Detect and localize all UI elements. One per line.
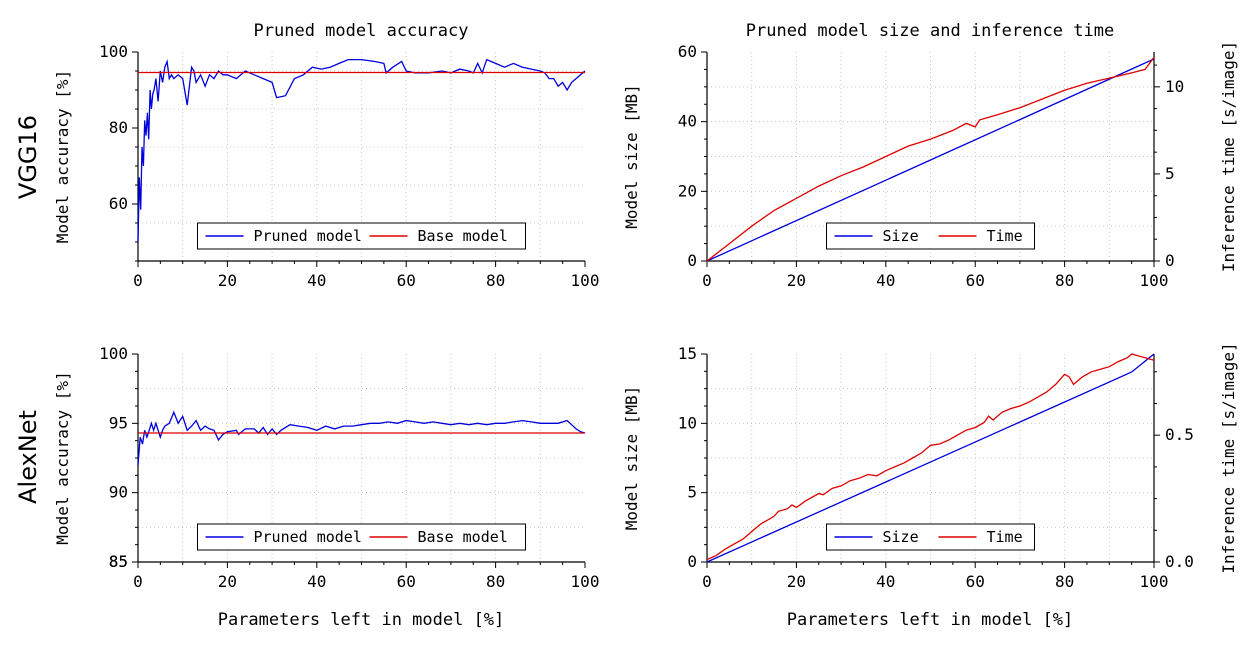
x-tick-label: 100 <box>571 271 600 290</box>
series-line-time <box>706 56 1155 262</box>
series-line-pruned-model <box>137 58 586 243</box>
x-tick-label: 100 <box>1140 572 1169 591</box>
row-label-vgg16: VGG16 <box>14 115 42 199</box>
x-tick-label: 0 <box>133 271 143 290</box>
x-tick-label: 80 <box>1055 572 1074 591</box>
legend-label: Time <box>987 528 1023 546</box>
y-tick-label: 20 <box>678 181 697 200</box>
x-tick-label: 60 <box>966 572 985 591</box>
x-tick-label: 80 <box>1055 271 1074 290</box>
x-tick-label: 0 <box>702 572 712 591</box>
panel-alexnet-size-time: 0 20 40 60 80 100 0 5 10 15 Model size [MB] 0.0 0.5 I… <box>622 342 1238 591</box>
y-tick-label: 5 <box>687 483 697 502</box>
y-axis-label: Model accuracy [%] <box>53 371 72 544</box>
x-tick-label: 40 <box>307 572 326 591</box>
x-tick-label: 20 <box>787 271 806 290</box>
legend-label: Pruned model <box>254 227 362 245</box>
y2-axis-label: Inference time [s/image] <box>1219 41 1238 272</box>
x-tick-label: 20 <box>218 271 237 290</box>
y-tick-label: 15 <box>678 344 697 363</box>
y-tick-label: 85 <box>109 552 128 571</box>
series-line-size <box>706 58 1155 262</box>
series-line-time <box>706 353 1155 561</box>
row-label-alexnet: AlexNet <box>14 410 42 504</box>
xlabel-right: Parameters left in model [%] <box>787 610 1074 630</box>
legend-label: Time <box>987 227 1023 245</box>
x-tick-label: 0 <box>702 271 712 290</box>
y-tick-label: 90 <box>109 483 128 502</box>
y-tick-label: 60 <box>109 194 128 213</box>
legend-label: Base model <box>418 227 508 245</box>
y-tick-label: 80 <box>109 118 128 137</box>
x-tick-label: 80 <box>486 271 505 290</box>
y-tick-label: 100 <box>99 344 128 363</box>
x-tick-label: 40 <box>876 271 895 290</box>
legend-box <box>197 222 526 250</box>
y-tick-label: 95 <box>109 413 128 432</box>
x-tick-label: 0 <box>133 572 143 591</box>
title-size-time: Pruned model size and inference time <box>746 21 1114 41</box>
legend-label: Base model <box>418 528 508 546</box>
x-tick-label: 20 <box>787 572 806 591</box>
x-tick-label: 20 <box>218 572 237 591</box>
y2-tick-label: 0.0 <box>1165 552 1194 571</box>
legend-label: Size <box>883 528 919 546</box>
y2-tick-label: 10 <box>1165 77 1184 96</box>
x-tick-label: 100 <box>571 572 600 591</box>
x-tick-label: 40 <box>307 271 326 290</box>
y2-axis-label: Inference time [s/image] <box>1219 342 1238 573</box>
y-tick-label: 0 <box>687 251 697 270</box>
legend-box <box>197 523 526 551</box>
x-tick-label: 60 <box>397 271 416 290</box>
x-tick-label: 60 <box>966 271 985 290</box>
legend-label: Size <box>883 227 919 245</box>
y2-tick-label: 0.5 <box>1165 425 1194 444</box>
legend-label: Pruned model <box>254 528 362 546</box>
x-tick-label: 40 <box>876 572 895 591</box>
y-tick-label: 85 <box>109 552 128 571</box>
y2-tick-label: 5 <box>1165 164 1175 183</box>
y-tick-label: 100 <box>99 42 128 61</box>
x-tick-label: 80 <box>486 572 505 591</box>
y-tick-label: 10 <box>678 413 697 432</box>
y-axis-label: Model accuracy [%] <box>53 70 72 243</box>
series-line-size <box>706 353 1155 563</box>
x-tick-label: 60 <box>397 572 416 591</box>
y2-tick-label: 0 <box>1165 251 1175 270</box>
title-accuracy: Pruned model accuracy <box>254 21 469 41</box>
x-tick-label: 100 <box>1140 271 1169 290</box>
y-axis-label: Model size [MB] <box>622 386 641 531</box>
y-tick-label: 60 <box>678 42 697 61</box>
xlabel-left: Parameters left in model [%] <box>218 610 505 630</box>
y-axis-label: Model size [MB] <box>622 84 641 229</box>
y-tick-label: 40 <box>678 112 697 131</box>
y-tick-label: 0 <box>687 552 697 571</box>
series-line-pruned-model <box>137 410 586 465</box>
panel-vgg16-accuracy: 0 20 40 60 80 100 60 80 100 Model accuracy [%] Pru… <box>53 42 599 290</box>
